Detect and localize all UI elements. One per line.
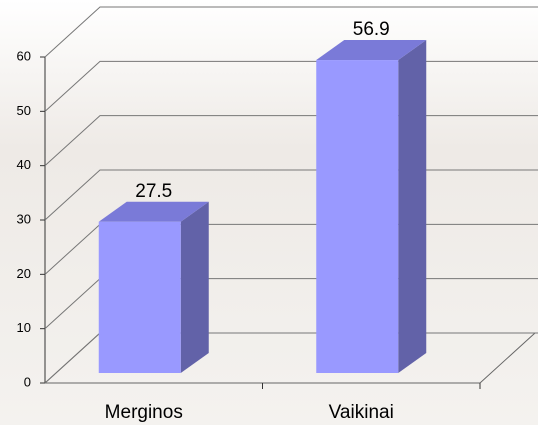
y-tick-label: 10 xyxy=(17,320,31,335)
data-label: 56.9 xyxy=(353,19,390,40)
x-tick-label: Merginos xyxy=(105,402,183,423)
bar-top xyxy=(98,201,209,222)
y-tick-label: 40 xyxy=(17,157,31,172)
grid-line xyxy=(44,6,538,58)
bar-top xyxy=(316,40,427,61)
y-tick-label: 50 xyxy=(17,103,31,118)
y-tick-label: 0 xyxy=(24,374,31,389)
y-tick-label: 20 xyxy=(17,266,31,281)
bar xyxy=(98,221,181,373)
x-tick-label: Vaikinai xyxy=(329,402,394,423)
y-tick-label: 30 xyxy=(17,211,31,226)
bar-side xyxy=(180,201,209,373)
bar-side xyxy=(398,40,427,374)
bar xyxy=(316,60,399,374)
data-label: 27.5 xyxy=(135,181,172,202)
y-tick-label: 60 xyxy=(17,48,31,63)
